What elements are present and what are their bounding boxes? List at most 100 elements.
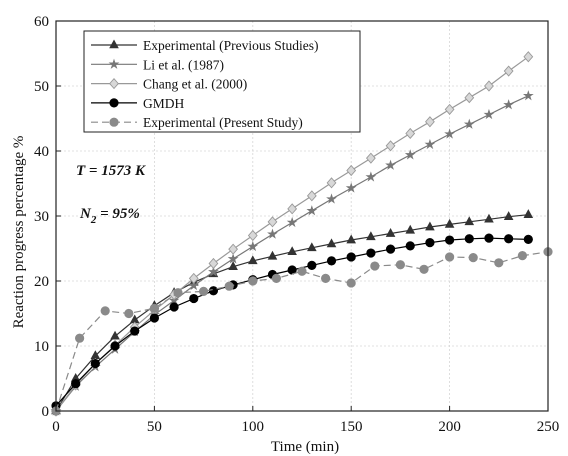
data-point (208, 266, 219, 277)
data-point (188, 279, 200, 291)
data-point (504, 234, 514, 244)
data-point (247, 229, 258, 242)
data-point (365, 171, 377, 182)
data-point (366, 231, 376, 241)
data-point (425, 116, 435, 128)
legend-label: Experimental (Present Study) (143, 115, 303, 130)
data-point (405, 127, 416, 140)
data-point (522, 90, 534, 101)
y-tick-label: 30 (34, 209, 49, 225)
x-tick-label: 150 (340, 419, 363, 435)
x-tick-label: 250 (537, 419, 560, 435)
data-point (287, 203, 298, 215)
data-point (494, 258, 504, 268)
data-point (405, 224, 416, 234)
data-point (424, 138, 436, 150)
data-point (189, 293, 199, 304)
data-point (224, 281, 234, 291)
x-tick-label: 0 (52, 419, 60, 435)
data-point (468, 253, 478, 263)
data-point (90, 358, 100, 369)
data-point (169, 302, 179, 312)
legend-box (83, 30, 361, 133)
data-point (227, 253, 239, 264)
data-point (346, 278, 356, 288)
series-experimental-present-study (51, 247, 553, 416)
data-point (405, 241, 415, 251)
data-point (464, 234, 474, 244)
data-point (130, 326, 140, 336)
data-point (523, 209, 534, 219)
series-layer (50, 51, 553, 417)
data-point (366, 248, 376, 258)
data-point (199, 286, 209, 297)
x-tick-label: 200 (438, 419, 461, 435)
data-point (228, 261, 238, 271)
data-point (346, 252, 356, 262)
data-point (444, 218, 455, 228)
data-point (385, 228, 396, 237)
data-point (346, 164, 357, 177)
data-point (286, 216, 298, 228)
data-point (345, 182, 357, 193)
data-point (149, 313, 159, 323)
data-point (484, 213, 494, 223)
data-point (395, 260, 406, 270)
data-point (188, 272, 199, 284)
y-tick-label: 10 (34, 339, 49, 355)
data-point (75, 333, 85, 343)
data-point (517, 251, 528, 261)
legend-label: Chang et al. (2000) (143, 77, 247, 92)
data-point (484, 233, 494, 243)
data-point (321, 273, 331, 284)
annotation-nitrogen-value: = 95% (96, 206, 140, 222)
legend-marker (109, 39, 119, 49)
data-point (247, 240, 259, 252)
data-point (124, 308, 134, 319)
data-point (444, 103, 455, 115)
annotation-temperature: T = 1573 K (76, 163, 146, 179)
y-axis-label: Reaction progress percentage % (11, 136, 27, 329)
data-point (208, 286, 219, 296)
data-point (523, 51, 534, 63)
data-point (307, 242, 317, 252)
data-point (100, 306, 110, 316)
annotation-nitrogen-main: N (79, 206, 92, 222)
data-point (464, 92, 475, 104)
data-point (208, 257, 219, 270)
series-line (55, 251, 549, 412)
data-point (326, 193, 337, 204)
x-axis-label: Time (min) (271, 439, 339, 455)
data-point (326, 238, 337, 248)
annotation-nitrogen-sub: 2 (90, 214, 97, 226)
data-point (444, 128, 455, 139)
data-point (385, 140, 396, 152)
data-point (326, 177, 337, 189)
data-point (365, 152, 376, 164)
data-point (370, 261, 380, 271)
legend: Experimental (Previous Studies) Li et al.… (83, 30, 361, 133)
y-tick-label: 20 (34, 274, 49, 290)
data-point (71, 379, 81, 389)
data-point (267, 250, 278, 260)
data-point (425, 221, 435, 231)
data-point (173, 288, 183, 298)
data-point (464, 216, 475, 226)
data-point (385, 244, 396, 254)
data-point (306, 205, 318, 216)
legend-label: GMDH (143, 96, 185, 111)
data-point (445, 235, 455, 245)
data-point (271, 273, 282, 284)
data-point (307, 260, 317, 271)
data-point (248, 276, 258, 286)
data-point (110, 341, 120, 351)
data-point (483, 108, 495, 120)
data-point (503, 211, 514, 220)
data-point (463, 118, 475, 129)
y-tick-label: 60 (34, 14, 49, 30)
data-point (267, 228, 278, 239)
data-point (247, 255, 258, 265)
data-point (425, 238, 435, 248)
data-point (445, 252, 455, 262)
data-point (419, 264, 429, 274)
